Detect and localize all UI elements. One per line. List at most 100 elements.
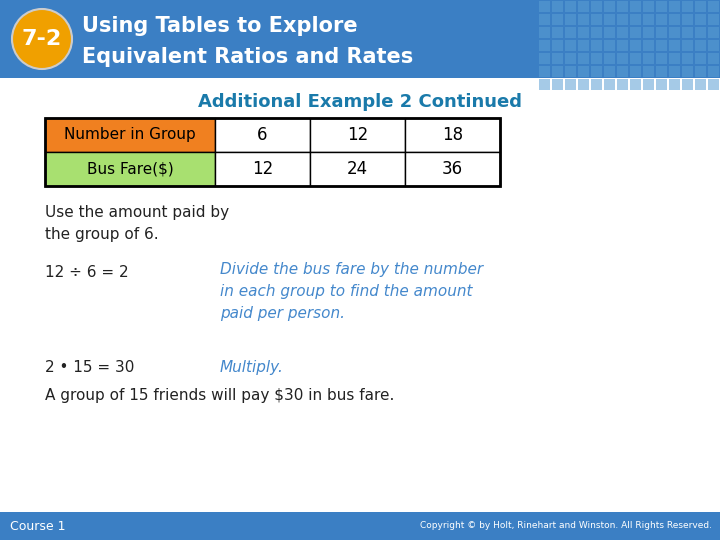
Text: Bus Fare($): Bus Fare($) [86,161,174,177]
Bar [0,0,720,78]
Bar [656,40,667,51]
Text: Additional Example 2 Continued: Additional Example 2 Continued [198,93,522,111]
Text: 2 • 15 = 30: 2 • 15 = 30 [45,360,135,375]
Text: Divide the bus fare by the number
in each group to find the amount
paid per pers: Divide the bus fare by the number in eac… [220,262,483,321]
Text: 36: 36 [442,160,463,178]
Bar [643,14,654,25]
Bar [565,14,576,25]
Text: 6: 6 [257,126,268,144]
Bar [682,14,693,25]
Bar [310,152,405,186]
Bar [630,40,641,51]
Bar [552,27,563,38]
Bar [604,66,615,77]
Bar [669,1,680,12]
Bar [565,66,576,77]
Bar [565,53,576,64]
Bar [656,66,667,77]
Bar [708,1,719,12]
Bar [643,66,654,77]
Bar [695,53,706,64]
Bar [552,40,563,51]
Circle shape [12,9,72,69]
Text: 12: 12 [252,160,273,178]
Bar [604,53,615,64]
Bar [630,14,641,25]
Bar [617,14,628,25]
Text: 12 ÷ 6 = 2: 12 ÷ 6 = 2 [45,265,129,280]
Bar [591,27,602,38]
Bar [552,79,563,90]
Bar [617,27,628,38]
Bar [591,14,602,25]
Bar [669,40,680,51]
Bar [643,27,654,38]
Bar [617,79,628,90]
Bar [695,79,706,90]
Bar [669,53,680,64]
Bar [215,152,310,186]
Bar [708,27,719,38]
Bar [630,79,641,90]
Bar [656,1,667,12]
Bar [45,118,500,186]
Bar [565,40,576,51]
Bar [643,79,654,90]
Bar [539,27,550,38]
Bar [656,27,667,38]
Text: Using Tables to Explore: Using Tables to Explore [82,16,358,36]
Bar [682,40,693,51]
Bar [565,79,576,90]
Bar [682,53,693,64]
Bar [591,1,602,12]
Bar [45,118,215,152]
Bar [708,40,719,51]
Bar [0,512,720,540]
Bar [591,40,602,51]
Bar [695,14,706,25]
Bar [591,66,602,77]
Bar [591,53,602,64]
Bar [695,66,706,77]
Bar [708,79,719,90]
Bar [405,118,500,152]
Bar [539,66,550,77]
Bar [578,1,589,12]
Bar [578,14,589,25]
Bar [695,1,706,12]
Bar [617,53,628,64]
Bar [617,1,628,12]
Bar [310,118,405,152]
Bar [643,53,654,64]
Text: 7-2: 7-2 [22,29,62,49]
Bar [552,14,563,25]
Bar [552,1,563,12]
Bar [643,40,654,51]
Bar [552,66,563,77]
Bar [656,53,667,64]
Bar [539,14,550,25]
Bar [578,40,589,51]
Bar [45,152,215,186]
Bar [669,79,680,90]
Bar [591,79,602,90]
Text: Multiply.: Multiply. [220,360,284,375]
Bar [565,27,576,38]
Text: Equivalent Ratios and Rates: Equivalent Ratios and Rates [82,47,413,67]
Bar [539,53,550,64]
Bar [578,53,589,64]
Bar [617,40,628,51]
Bar [630,66,641,77]
Bar [682,79,693,90]
Bar [669,14,680,25]
Bar [695,40,706,51]
Bar [682,1,693,12]
Bar [215,118,310,152]
Bar [539,79,550,90]
Bar [656,14,667,25]
Bar [578,27,589,38]
Bar [630,27,641,38]
Bar [630,1,641,12]
Bar [604,27,615,38]
Bar [539,1,550,12]
